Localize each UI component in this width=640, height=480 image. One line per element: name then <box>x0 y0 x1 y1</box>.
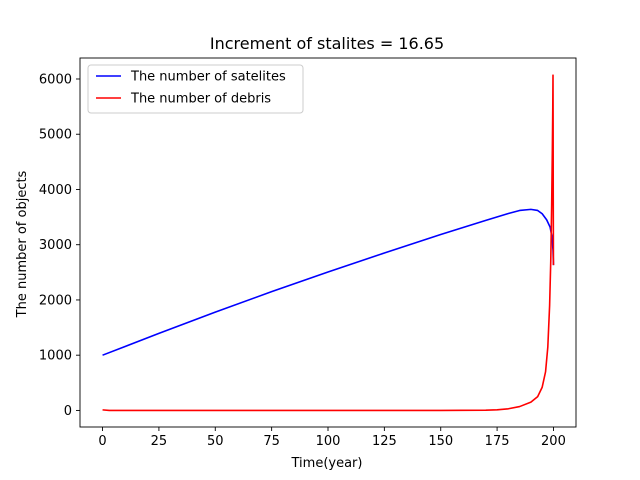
x-tick-label: 25 <box>151 434 168 449</box>
x-tick-label: 200 <box>541 434 566 449</box>
x-axis-label: Time(year) <box>291 456 363 471</box>
y-tick-label: 6000 <box>39 72 72 87</box>
y-tick-label: 0 <box>64 404 72 419</box>
legend-box <box>87 64 304 114</box>
x-tick-label: 100 <box>316 434 341 449</box>
x-tick-label: 50 <box>207 434 224 449</box>
y-tick-label: 2000 <box>39 293 72 308</box>
x-tick-label: 75 <box>263 434 280 449</box>
y-tick-label: 4000 <box>39 183 72 198</box>
chart-title: Increment of stalites = 16.65 <box>210 34 444 53</box>
x-tick-label: 0 <box>98 434 106 449</box>
x-tick-label: 150 <box>428 434 453 449</box>
y-axis-label: The number of objects <box>15 170 30 318</box>
x-tick-label: 125 <box>372 434 397 449</box>
legend-label-debris: The number of debris <box>130 92 271 107</box>
y-tick-label: 1000 <box>39 349 72 364</box>
y-tick-label: 5000 <box>39 128 72 143</box>
x-tick-label: 175 <box>485 434 510 449</box>
series-line-satelites <box>102 208 555 356</box>
series-line-debris <box>102 74 555 412</box>
legend-label-satelites: The number of satelites <box>130 70 286 85</box>
y-tick-label: 3000 <box>39 238 72 253</box>
